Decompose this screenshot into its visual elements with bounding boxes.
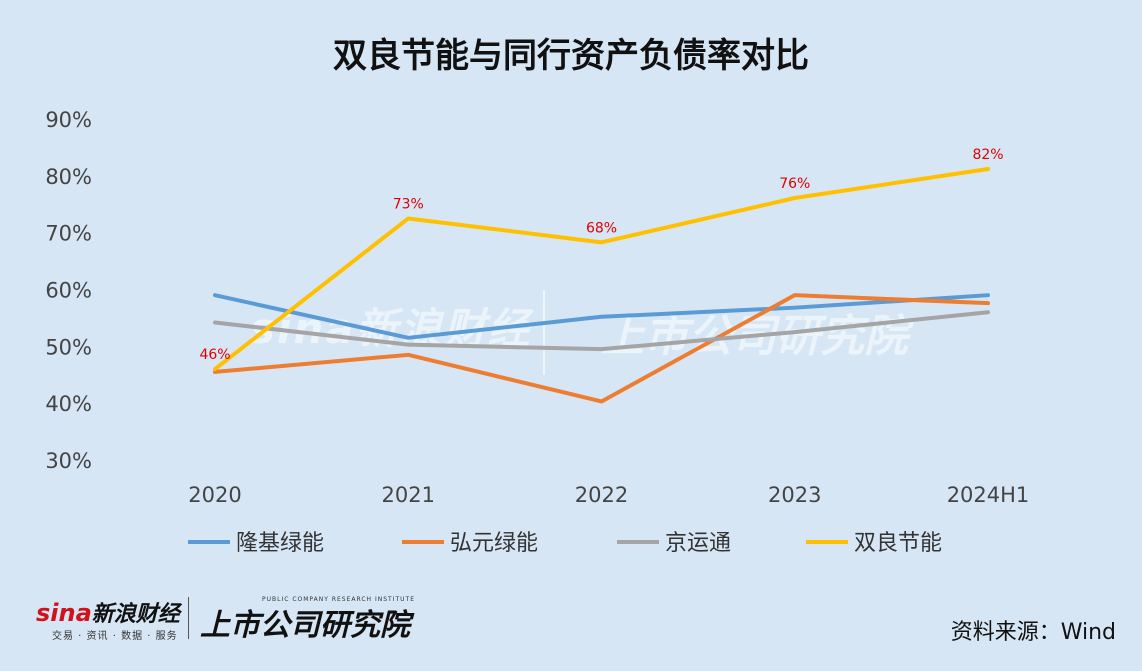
line-chart: 30%40%50%60%70%80%90% 2020 2021 2022 2023 20… [45, 108, 1029, 556]
data-label: 76% [779, 176, 810, 192]
chart-title: 双良节能与同行资产负债率对比 [333, 36, 809, 76]
watermark-divider [543, 290, 545, 375]
series-lines [213, 167, 990, 404]
series-line [213, 293, 990, 404]
data-label: 68% [586, 220, 617, 236]
y-tick-label: 90% [45, 108, 92, 132]
y-tick-label: 50% [45, 335, 92, 359]
institute-logo: 上市公司研究院 [200, 608, 410, 643]
x-tick-label: 2024H1 [947, 483, 1030, 507]
legend-label: 京运通 [665, 531, 731, 556]
data-label: 46% [199, 347, 230, 363]
sina-mark: sina [36, 599, 92, 627]
data-label: 82% [972, 147, 1003, 163]
y-tick-label: 60% [45, 279, 92, 303]
y-axis: 30% 40% 50% 60% 70% 80% 90% [45, 108, 92, 473]
data-labels: 46% 73% 68% 76% 82% [199, 147, 1003, 363]
legend-label: 弘元绿能 [450, 531, 538, 556]
x-tick-label: 2021 [382, 483, 435, 507]
institute-english-name: PUBLIC COMPANY RESEARCH INSTITUTE [262, 596, 415, 603]
legend-label: 双良节能 [854, 531, 942, 556]
y-tick-label: 40% [45, 392, 92, 416]
y-tick-label: 30% [45, 449, 92, 473]
series-line [213, 167, 990, 372]
legend-label: 隆基绿能 [236, 531, 324, 556]
sina-logo: sina新浪财经 [36, 596, 180, 628]
x-tick-label: 2022 [575, 483, 628, 507]
series-line [213, 310, 990, 352]
logo-divider [188, 597, 189, 639]
y-tick-label: 80% [45, 165, 92, 189]
x-tick-label: 2023 [768, 483, 821, 507]
sina-tagline: 交易 · 资讯 · 数据 · 服务 [52, 631, 178, 642]
sina-name: 新浪财经 [91, 602, 180, 627]
x-axis: 2020 2021 2022 2023 2024H1 [188, 483, 1029, 507]
y-tick-label: 70% [45, 222, 92, 246]
source-note: 资料来源：Wind [950, 620, 1116, 645]
data-label: 73% [393, 196, 424, 212]
series-line [213, 293, 990, 340]
x-tick-label: 2020 [188, 483, 241, 507]
legend: 隆基绿能 弘元绿能 京运通 双良节能 [188, 531, 942, 556]
